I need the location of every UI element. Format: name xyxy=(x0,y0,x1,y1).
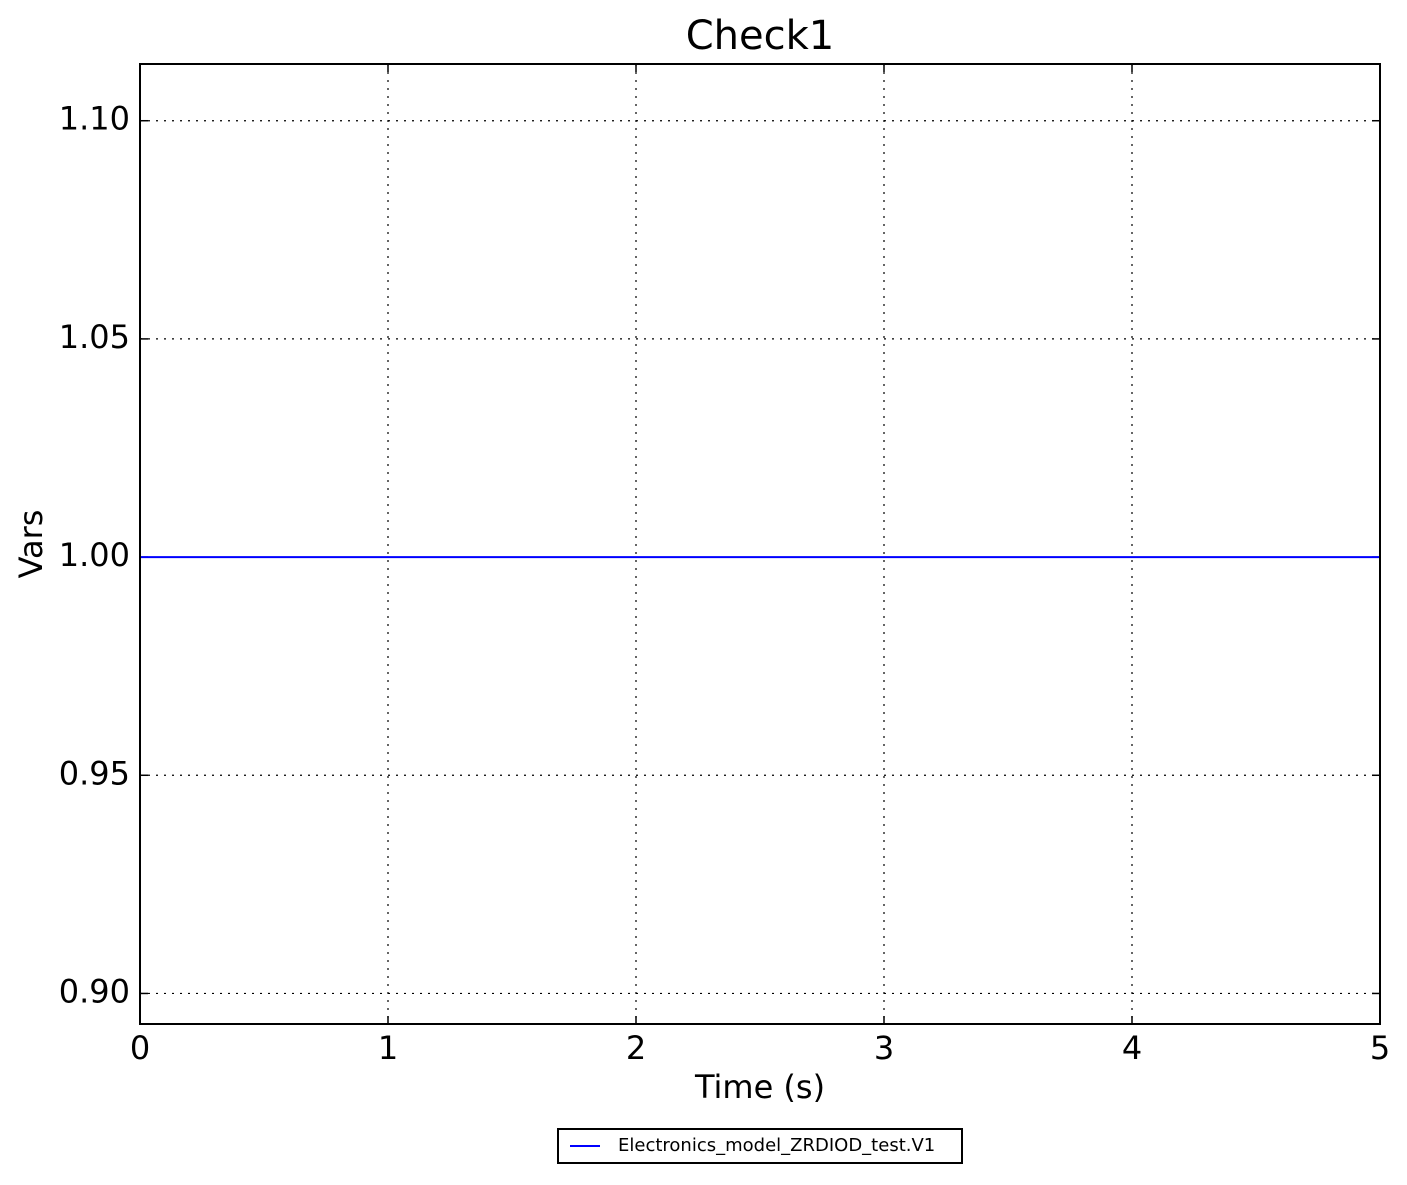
x-tick-label: 5 xyxy=(1370,1029,1390,1067)
x-tick-label: 4 xyxy=(1122,1029,1142,1067)
chart-title: Check1 xyxy=(686,13,835,59)
legend-box xyxy=(557,1128,963,1164)
legend: Electronics_model_ZRDIOD_test.V1 xyxy=(557,1128,963,1164)
plot-frame xyxy=(139,63,1381,1025)
y-tick-label: 1.10 xyxy=(59,100,130,138)
x-axis-label: Time (s) xyxy=(694,1068,825,1106)
legend-label: Electronics_model_ZRDIOD_test.V1 xyxy=(618,1135,935,1156)
x-tick-label: 1 xyxy=(378,1029,398,1067)
y-tick-label: 0.90 xyxy=(59,972,130,1010)
x-tick-label: 2 xyxy=(626,1029,646,1067)
y-axis-label: Vars xyxy=(12,510,50,579)
y-tick-label: 1.00 xyxy=(59,536,130,574)
y-tick-label: 1.05 xyxy=(59,318,130,356)
x-tick-label: 3 xyxy=(874,1029,894,1067)
y-tick-label: 0.95 xyxy=(59,754,130,792)
x-tick-label: 0 xyxy=(130,1029,150,1067)
